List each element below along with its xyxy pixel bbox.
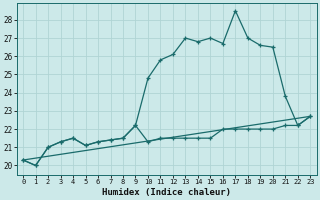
X-axis label: Humidex (Indice chaleur): Humidex (Indice chaleur)	[102, 188, 231, 197]
